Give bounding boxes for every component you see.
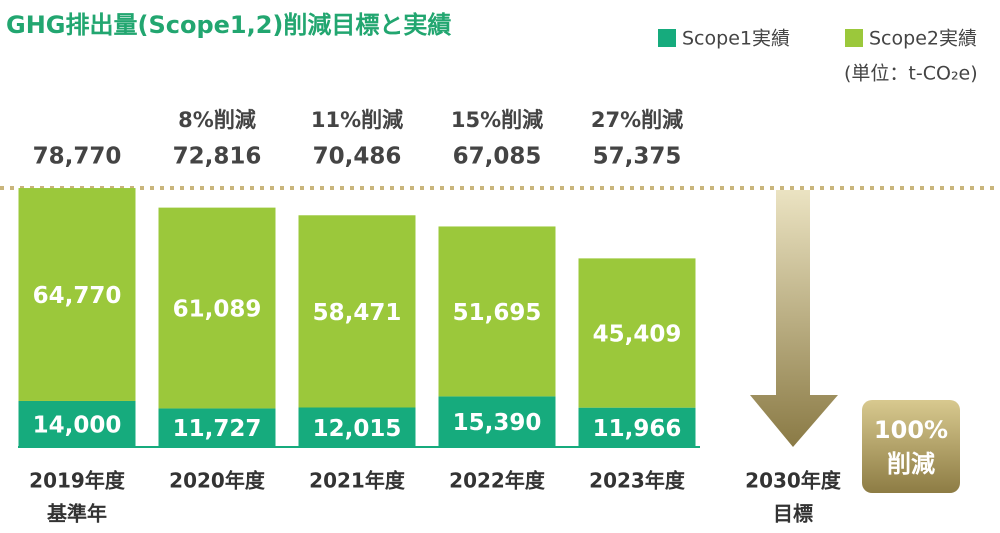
reduction-label: 8%削減 (178, 108, 256, 132)
x-tick-label: 2023年度 (589, 469, 686, 493)
target-box (862, 400, 960, 493)
data-label: 58,471 (313, 300, 402, 326)
data-label: 15,390 (453, 410, 542, 436)
data-label: 51,695 (453, 300, 542, 326)
bar-segment (298, 215, 416, 408)
legend-swatch (845, 29, 863, 47)
reduction-arrow (750, 190, 838, 447)
x-tick-sublabel: 基準年 (47, 502, 107, 526)
data-label: 11,966 (593, 416, 682, 442)
legend-swatch (658, 29, 676, 47)
target-label: 削減 (887, 450, 935, 478)
unit-label: (単位：t-CO₂e) (844, 63, 978, 85)
bar-segment (578, 258, 696, 408)
reduction-label: 27%削減 (591, 108, 683, 132)
bar-segment (158, 207, 276, 409)
data-label: 45,409 (593, 322, 682, 348)
total-label: 67,085 (453, 144, 542, 170)
bar-segment (18, 188, 136, 401)
data-label: 11,727 (173, 416, 262, 442)
x-tick-sublabel: 目標 (773, 502, 813, 526)
chart-title: GHG排出量(Scope1,2)削減目標と実績 (6, 11, 451, 39)
reduction-label: 11%削減 (311, 108, 403, 132)
target-label: 100% (874, 416, 948, 444)
bar-segment (578, 407, 696, 447)
legend-label: Scope2実績 (869, 28, 977, 50)
total-label: 57,375 (593, 144, 682, 170)
total-label: 72,816 (173, 144, 262, 170)
x-tick-label: 2022年度 (449, 469, 546, 493)
x-tick-label: 2019年度 (29, 469, 126, 493)
bar-segment (298, 407, 416, 447)
data-label: 61,089 (173, 297, 262, 323)
bar-segment (438, 396, 556, 447)
reduction-label: 15%削減 (451, 108, 543, 132)
x-tick-label: 2021年度 (309, 469, 406, 493)
total-label: 78,770 (33, 144, 122, 170)
x-tick-label: 2030年度 (745, 469, 842, 493)
total-label: 70,486 (313, 144, 402, 170)
bar-segment (158, 408, 276, 447)
data-label: 12,015 (313, 416, 402, 442)
x-tick-label: 2020年度 (169, 469, 266, 493)
data-label: 14,000 (33, 412, 122, 438)
bar-segment (18, 400, 136, 447)
bar-segment (438, 226, 556, 397)
legend-label: Scope1実績 (682, 28, 790, 50)
data-label: 64,770 (33, 283, 122, 309)
